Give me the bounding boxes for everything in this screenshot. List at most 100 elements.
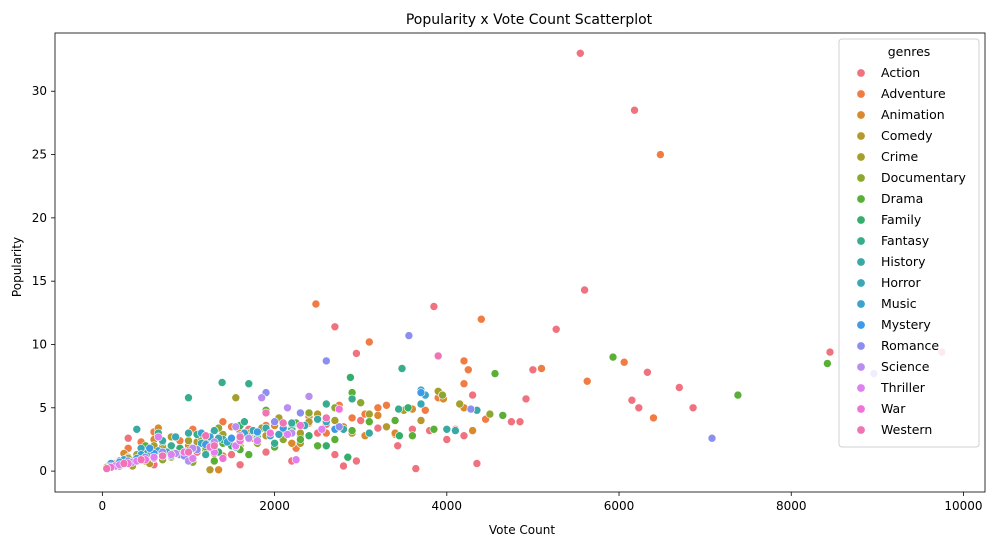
data-point [313, 441, 322, 451]
data-point [296, 421, 305, 430]
data-point [630, 105, 639, 115]
data-point [455, 399, 465, 409]
data-point [158, 451, 167, 461]
y-tick-label: 30 [32, 84, 47, 98]
data-point [397, 364, 407, 373]
data-point [476, 314, 486, 324]
data-point [257, 393, 267, 403]
data-point [171, 432, 180, 442]
data-point [347, 426, 357, 435]
data-point [217, 378, 227, 387]
data-point [634, 403, 644, 413]
data-point [296, 408, 305, 418]
data-point [459, 379, 469, 389]
data-point [395, 431, 404, 441]
data-point [317, 424, 327, 434]
legend-label: Mystery [881, 317, 931, 332]
data-point [321, 413, 331, 423]
legend-marker [856, 89, 866, 99]
data-point [291, 455, 301, 465]
data-point [132, 424, 142, 434]
data-point [551, 324, 561, 334]
points-layer [102, 48, 947, 475]
y-tick-label: 5 [39, 401, 47, 415]
data-point [343, 452, 353, 462]
data-point [404, 331, 414, 340]
data-point [304, 431, 314, 441]
data-point [364, 337, 374, 347]
data-point [253, 427, 262, 437]
y-axis-label: Popularity [10, 237, 24, 297]
legend-label: Comedy [881, 128, 933, 143]
legend-label: Fantasy [881, 233, 930, 248]
data-point [283, 403, 292, 413]
data-point [416, 388, 426, 397]
data-point [442, 424, 452, 434]
data-point [356, 416, 366, 425]
data-point [390, 416, 400, 425]
legend-label: Crime [881, 149, 919, 164]
data-point [210, 456, 219, 466]
data-point [823, 359, 832, 368]
chart-title: Popularity x Vote Count Scatterplot [406, 12, 653, 28]
legend-label: Documentary [881, 170, 967, 185]
data-point [420, 405, 430, 415]
legend-marker [856, 299, 866, 309]
data-point [442, 435, 452, 444]
data-point [205, 465, 215, 475]
data-point [733, 390, 743, 400]
data-point [643, 367, 652, 377]
data-point [201, 431, 210, 441]
data-point [330, 435, 340, 444]
data-point [408, 431, 417, 441]
data-point [304, 408, 314, 418]
data-point [537, 364, 546, 373]
legend-label: Action [881, 65, 920, 80]
data-point [346, 373, 355, 382]
data-point [210, 426, 219, 435]
data-point [521, 394, 531, 404]
series-western [102, 351, 443, 473]
data-point [278, 418, 288, 428]
data-point [451, 426, 460, 435]
data-point [528, 365, 538, 375]
data-point [210, 441, 219, 451]
data-point [231, 422, 241, 432]
data-point [184, 393, 193, 403]
data-point [119, 459, 129, 468]
data-point [382, 422, 391, 432]
legend-marker [856, 152, 866, 162]
legend-marker [856, 320, 866, 330]
data-point [507, 417, 516, 427]
data-point [330, 416, 340, 425]
data-point [296, 435, 305, 444]
y-tick-label: 25 [32, 148, 47, 162]
data-point [167, 441, 176, 451]
x-tick-label: 6000 [604, 499, 635, 513]
data-point [321, 356, 331, 366]
data-point [184, 436, 193, 446]
legend-label: History [881, 254, 926, 269]
data-point [102, 464, 111, 473]
data-point [394, 404, 403, 414]
data-point [416, 399, 426, 409]
legend: genres Action Adventure Animation Comedy Crim… [838, 38, 980, 448]
x-tick-label: 2000 [259, 499, 290, 513]
legend-title: genres [888, 44, 931, 59]
data-point [382, 400, 391, 410]
data-point [393, 441, 403, 451]
data-point [261, 447, 271, 457]
data-point [364, 417, 374, 427]
data-point [707, 433, 717, 443]
legend-box [838, 38, 980, 448]
data-point [411, 464, 421, 473]
data-point [649, 413, 658, 423]
data-point [416, 416, 426, 425]
data-point [123, 433, 133, 443]
data-point [145, 443, 154, 453]
legend-label: Drama [881, 191, 923, 206]
data-point [352, 456, 361, 466]
data-point [515, 417, 525, 427]
data-point [304, 392, 314, 401]
data-point [334, 422, 344, 432]
